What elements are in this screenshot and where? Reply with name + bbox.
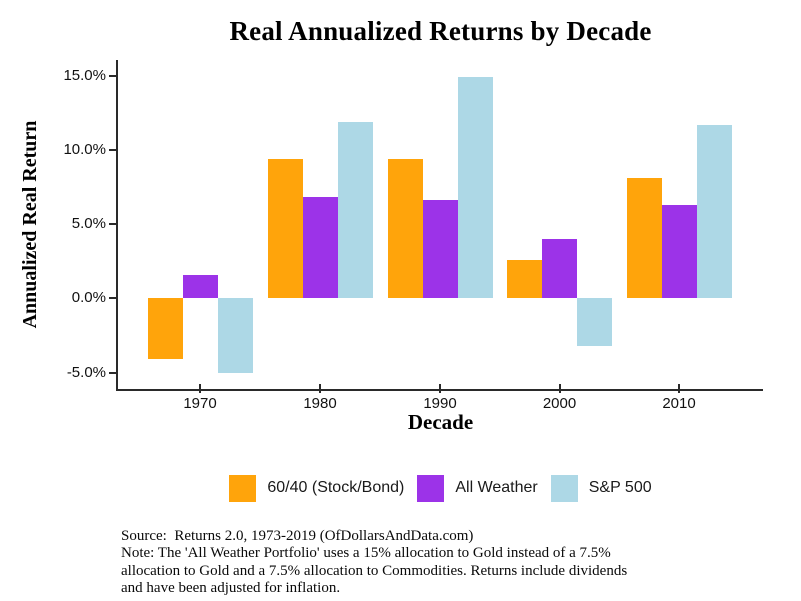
bar-2000-60-40-stock-bond bbox=[507, 259, 542, 299]
legend: 60/40 (Stock/Bond) All Weather S&P 500 bbox=[118, 473, 763, 503]
bar-1990-all-weather bbox=[422, 200, 458, 299]
x-tick-label-1990: 1990 bbox=[423, 395, 457, 412]
y-tick-mark bbox=[109, 223, 117, 226]
legend-item-60-40-stock-bond: 60/40 (Stock/Bond) bbox=[229, 474, 405, 502]
y-tick-mark bbox=[109, 297, 117, 300]
bar-1990-60-40-stock-bond bbox=[387, 158, 423, 299]
legend-item-all-weather: All Weather bbox=[417, 474, 538, 502]
source-note-line-3: allocation to Gold and a 7.5% allocation… bbox=[121, 562, 628, 579]
legend-label-s-p-500: S&P 500 bbox=[588, 479, 652, 496]
legend-swatch-s-p-500 bbox=[550, 474, 578, 502]
x-tick-mark bbox=[199, 384, 201, 393]
y-tick-mark bbox=[109, 74, 117, 77]
bar-1970-60-40-stock-bond bbox=[147, 298, 183, 360]
x-tick-mark bbox=[319, 384, 321, 393]
legend-swatch-60-40-stock-bond bbox=[229, 474, 257, 502]
bar-1970-all-weather bbox=[182, 274, 218, 299]
y-axis-line bbox=[116, 60, 118, 391]
bar-2000-s-p-500 bbox=[577, 298, 612, 346]
bar-2010-s-p-500 bbox=[696, 124, 732, 299]
bar-1990-s-p-500 bbox=[457, 77, 493, 299]
plot-area bbox=[116, 60, 763, 391]
x-tick-mark bbox=[439, 384, 441, 393]
bar-1970-s-p-500 bbox=[217, 298, 253, 373]
y-tick-mark bbox=[109, 371, 117, 374]
source-note-line-2: Note: The 'All Weather Portfolio' uses a… bbox=[121, 545, 611, 562]
legend-item-s-p-500: S&P 500 bbox=[550, 474, 652, 502]
chart-title: Real Annualized Returns by Decade bbox=[229, 16, 652, 46]
y-tick-label-5-0: -5.0% bbox=[66, 363, 106, 381]
bar-1980-all-weather bbox=[302, 197, 338, 299]
x-tick-label-1970: 1970 bbox=[183, 395, 217, 412]
y-tick-mark bbox=[109, 148, 117, 151]
bar-2010-60-40-stock-bond bbox=[626, 178, 662, 299]
y-tick-label-5-0: 5.0% bbox=[71, 215, 106, 233]
bar-2000-all-weather bbox=[542, 238, 577, 299]
source-note-line-1: Source: Returns 2.0, 1973-2019 (OfDollar… bbox=[121, 528, 474, 544]
x-tick-mark bbox=[558, 384, 561, 393]
y-tick-label-0-0: 0.0% bbox=[71, 289, 106, 307]
source-note: Source: Returns 2.0, 1973-2019 (OfDollar… bbox=[121, 528, 681, 598]
x-axis-title: Decade bbox=[407, 410, 474, 434]
x-tick-label-1980: 1980 bbox=[303, 395, 337, 412]
source-note-line-4: and have been adjusted for inflation. bbox=[121, 580, 341, 597]
bar-1980-60-40-stock-bond bbox=[267, 158, 303, 299]
x-tick-label-2000: 2000 bbox=[542, 395, 577, 412]
y-tick-label-15-0: 15.0% bbox=[63, 66, 106, 84]
bar-1980-s-p-500 bbox=[337, 121, 373, 299]
x-tick-mark bbox=[678, 384, 680, 393]
legend-label-60-40-stock-bond: 60/40 (Stock/Bond) bbox=[267, 479, 405, 496]
legend-swatch-all-weather bbox=[417, 474, 445, 502]
legend-label-all-weather: All Weather bbox=[455, 479, 538, 496]
x-tick-label-2010: 2010 bbox=[662, 395, 696, 412]
y-tick-label-10-0: 10.0% bbox=[63, 140, 106, 158]
bar-2010-all-weather bbox=[661, 204, 697, 299]
